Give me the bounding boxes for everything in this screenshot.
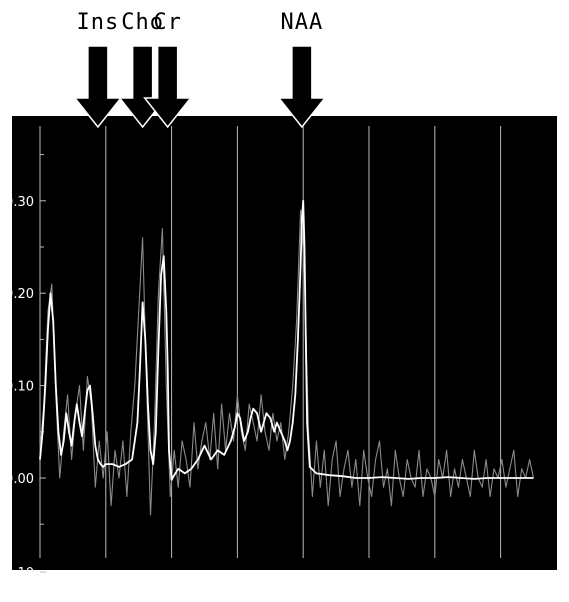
y-tick-label-4: 0.10 <box>5 566 34 581</box>
x-tick-label-3: 1.00 <box>423 578 452 593</box>
x-tick-label-2: 2.00 <box>291 578 320 593</box>
y-axis-ticks: 0.30 0.20 0.10 0.00 0.10 <box>5 126 46 581</box>
peak-arrow-cr <box>143 45 193 129</box>
grid-lines <box>105 126 502 558</box>
plot-background <box>12 116 557 570</box>
y-tick-label-1: 0.20 <box>5 287 34 302</box>
fit-spectrum-line <box>39 199 534 481</box>
x-tick-label-0: 4.00 <box>28 578 57 593</box>
peak-arrow-ins <box>73 45 123 129</box>
x-tick-label-1: 3.00 <box>160 578 189 593</box>
y-tick-label-0: 0.30 <box>5 195 34 210</box>
peak-label-naa: NAA <box>280 10 324 35</box>
peak-label-cho: Cho <box>121 10 165 35</box>
peak-arrows <box>73 45 327 129</box>
series-lines <box>39 199 535 516</box>
y-tick-label-2: 0.10 <box>5 380 34 395</box>
peak-label-cr: Cr <box>153 10 182 35</box>
peak-arrow-naa <box>277 45 327 129</box>
peak-label-ins: Ins <box>76 10 120 35</box>
x-axis-ticks: 4.00 3.00 2.00 1.00 <box>28 578 452 593</box>
y-tick-label-3: 0.00 <box>5 472 34 487</box>
